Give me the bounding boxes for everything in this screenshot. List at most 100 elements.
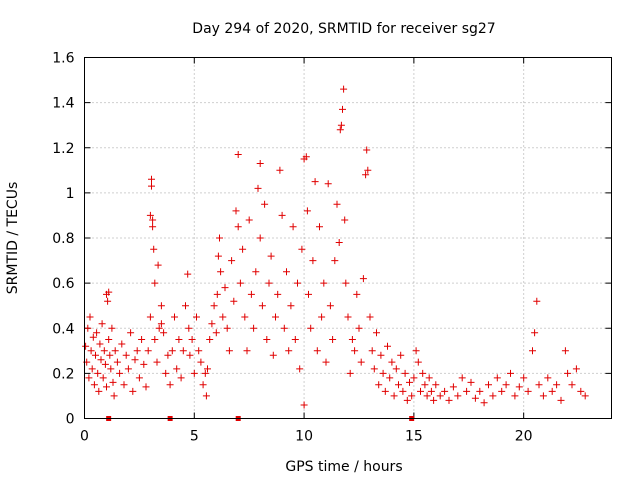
data-point (261, 200, 269, 208)
data-point (173, 365, 181, 373)
data-point (362, 171, 370, 179)
data-point (212, 329, 220, 337)
data-point (247, 290, 255, 298)
data-point (485, 381, 492, 389)
data-point (160, 329, 168, 337)
data-point (392, 365, 400, 373)
data-point (498, 387, 506, 395)
data-point (359, 275, 367, 283)
data-point (515, 383, 523, 391)
data-point (379, 369, 387, 377)
x-tick-label: 5 (190, 429, 199, 445)
data-point (493, 374, 501, 382)
data-point (118, 340, 126, 348)
data-point (520, 374, 528, 382)
data-point (427, 387, 435, 395)
data-point (110, 392, 118, 400)
data-point (239, 245, 247, 253)
data-point (258, 302, 266, 310)
y-axis-label: SRMTID / TECUs (5, 182, 21, 295)
data-point (129, 387, 137, 395)
data-point (283, 268, 290, 276)
data-point (337, 121, 345, 129)
data-point (149, 223, 157, 231)
data-point (127, 329, 135, 337)
data-point (298, 245, 306, 253)
data-point (116, 369, 124, 377)
data-point (256, 234, 264, 242)
data-point (368, 347, 376, 355)
data-point (313, 347, 321, 355)
data-point (326, 302, 334, 310)
data-point (168, 347, 176, 355)
y-tick-label: 0.2 (52, 366, 74, 382)
chart-title: Day 294 of 2020, SRMTID for receiver sg2… (192, 21, 495, 37)
data-point (228, 257, 236, 265)
data-point (234, 151, 242, 158)
data-point (303, 207, 311, 215)
data-point (339, 105, 346, 113)
x-tick-label: 20 (515, 429, 533, 445)
data-point (316, 223, 323, 231)
data-point (256, 160, 264, 167)
data-point (269, 351, 277, 359)
data-point (489, 392, 497, 400)
data-point (333, 200, 341, 208)
data-point (421, 381, 429, 389)
data-point (202, 392, 210, 400)
data-point (375, 381, 383, 389)
data-point (131, 356, 139, 364)
data-point (289, 223, 297, 231)
ticks-layer: 0 0.2 0.4 0.6 0.8 1 1.2 1.4 1.6 0 5 10 15 20 (52, 51, 612, 445)
data-point (97, 356, 105, 364)
data-point (296, 365, 304, 373)
data-point (171, 313, 178, 321)
data-point (363, 146, 371, 154)
data-point (401, 369, 409, 377)
data-point (364, 166, 372, 174)
data-point (124, 365, 132, 373)
data-point (476, 387, 484, 395)
y-tick-label: 0.8 (52, 231, 74, 247)
data-point (425, 374, 433, 382)
data-point (214, 252, 222, 260)
data-point (366, 313, 374, 321)
data-point (84, 324, 92, 332)
data-point (302, 153, 310, 161)
data-point (148, 182, 155, 190)
data-point (399, 387, 407, 395)
data-point (85, 374, 93, 382)
y-tick-label: 1.6 (52, 51, 74, 67)
data-point (397, 351, 405, 359)
y-tick-label: 1 (66, 186, 75, 202)
data-point (553, 381, 561, 389)
data-point (87, 347, 95, 355)
data-point (154, 261, 162, 269)
data-point (276, 166, 284, 174)
data-point (441, 387, 449, 395)
data-point (408, 392, 416, 400)
data-point (250, 324, 258, 332)
data-point (285, 347, 293, 355)
data-point (502, 381, 510, 389)
data-point (548, 387, 556, 395)
data-point (423, 392, 431, 400)
data-point (182, 302, 189, 310)
data-point (243, 347, 251, 355)
data-point (219, 313, 227, 321)
x-axis-label: GPS time / hours (285, 459, 402, 475)
data-point (346, 369, 354, 377)
grid-layer (84, 57, 612, 419)
data-point (148, 175, 155, 183)
data-point (561, 347, 569, 355)
data-point (221, 284, 229, 292)
data-point (93, 329, 101, 337)
data-point (432, 381, 440, 389)
data-point (195, 347, 203, 355)
data-point (90, 381, 98, 389)
plot-frame (84, 57, 612, 419)
y-tick-label: 0.4 (52, 321, 74, 337)
data-point (236, 279, 244, 287)
data-point (193, 313, 200, 321)
